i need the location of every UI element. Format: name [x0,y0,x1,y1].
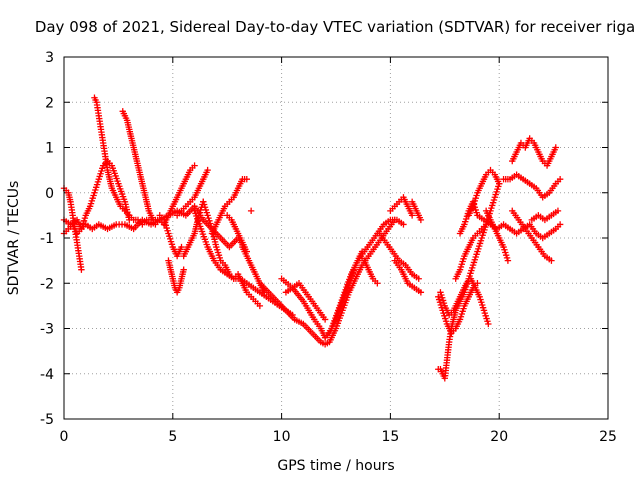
data-point [78,266,85,273]
data-point [400,221,407,228]
data-point [552,144,559,151]
series-track-r [278,248,366,341]
grid [64,57,608,419]
data-point [417,216,425,224]
x-axis-label: GPS time / hours [277,458,394,474]
series-track-ah [509,135,559,169]
series-track-d [91,94,159,228]
series-track-ae [465,166,503,219]
y-tick-label: -1 [40,231,54,247]
x-tick-label: 20 [490,429,508,445]
series-track-aj [528,207,562,224]
series-track-af [482,207,512,264]
series-track-e [119,108,168,228]
axis-ticks: 0 5 10 15 20 25 -5 -4 -3 -2 -1 0 1 2 3 [40,50,617,445]
series-track-m [208,175,250,237]
series-track-q [256,216,398,348]
series-track-x [391,257,425,296]
data-point [374,280,381,287]
series-track-ag [500,171,564,201]
series-track-v [376,230,422,282]
x-tick-label: 5 [168,429,177,445]
data-point [321,316,329,323]
data-point [408,212,416,219]
data-point [204,166,211,174]
x-tick-label: 25 [599,429,617,445]
series-track-g [165,257,187,296]
y-tick-label: 2 [45,95,54,111]
series-track-s [282,280,329,323]
data-point [504,257,512,264]
series-track-u [356,252,381,287]
y-tick-label: 1 [45,141,54,157]
y-tick-label: -3 [40,322,54,338]
data-point [556,175,564,183]
y-tick-label: 3 [45,50,54,66]
series-track-i [173,166,211,219]
series-track-ab [437,275,492,328]
series-track-ac [452,221,490,282]
x-tick-label: 0 [60,429,69,445]
data-point [554,207,562,215]
series-track-l [200,198,264,310]
series-track-c [60,185,85,273]
series-track-h [160,162,198,228]
y-tick-label: -5 [40,412,54,428]
y-axis-label: SDTVAR / TECUs [6,181,22,296]
chart-title: Day 098 of 2021, Sidereal Day-to-day VTE… [35,18,635,36]
data-point [496,180,503,187]
data-point [247,207,255,215]
data-point [556,221,564,228]
y-tick-label: -4 [40,367,54,383]
data-point [191,162,198,169]
data-point [415,275,422,282]
series-track-t [321,216,407,341]
series-track-w [387,194,416,219]
x-tick-label: 15 [381,429,399,445]
data-point [180,266,187,273]
data-point [178,243,185,251]
y-tick-label: -2 [40,276,54,292]
data-point [548,257,555,264]
data-point [256,302,264,310]
series-track-b [60,157,133,237]
plot-frame [63,56,609,420]
series-track-p [247,207,255,215]
data-point [485,320,492,328]
data-point [417,289,425,296]
series-track-ai [509,207,555,264]
data-point [243,175,250,183]
data-points [60,94,564,382]
y-tick-label: 0 [45,186,54,202]
x-tick-label: 10 [273,429,291,445]
series-track-y [408,198,425,224]
